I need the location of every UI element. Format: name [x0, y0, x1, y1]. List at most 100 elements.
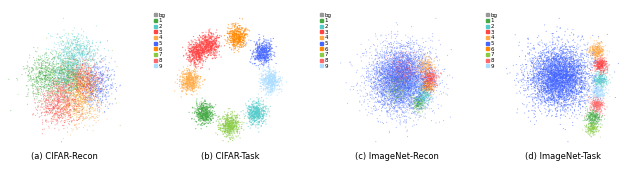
Point [401, 89, 411, 92]
Point [598, 61, 608, 64]
Point [550, 54, 561, 57]
Point [585, 116, 595, 119]
Point [564, 98, 574, 101]
Point [596, 80, 607, 82]
Point [380, 66, 390, 69]
Point [224, 123, 234, 126]
Point [385, 60, 395, 63]
Point [70, 61, 80, 64]
Point [568, 82, 578, 85]
Point [414, 104, 424, 107]
Point [394, 69, 404, 71]
Point [559, 109, 569, 112]
Point [89, 48, 99, 51]
Point [599, 70, 609, 73]
Point [31, 108, 42, 111]
Point [264, 67, 274, 70]
Point [182, 67, 192, 70]
Point [381, 90, 392, 93]
Point [387, 90, 397, 93]
Point [417, 82, 428, 85]
Point [396, 84, 406, 87]
Point [42, 54, 52, 57]
Point [95, 67, 106, 69]
Point [40, 104, 51, 106]
Point [193, 50, 203, 53]
Point [408, 58, 419, 61]
Point [265, 79, 275, 82]
Point [387, 74, 397, 77]
Point [543, 76, 554, 79]
Point [590, 109, 600, 112]
Point [539, 100, 549, 103]
Point [55, 95, 65, 98]
Point [396, 45, 406, 47]
Point [423, 89, 433, 92]
Point [544, 104, 554, 107]
Point [525, 79, 536, 82]
Point [579, 72, 589, 74]
Point [44, 64, 54, 67]
Point [266, 48, 276, 51]
Point [68, 92, 78, 94]
Point [259, 57, 269, 59]
Point [66, 100, 76, 102]
Point [534, 62, 544, 65]
Point [401, 81, 411, 84]
Point [591, 59, 601, 62]
Point [568, 71, 578, 74]
Point [401, 118, 412, 121]
Point [417, 76, 428, 78]
Point [68, 104, 79, 107]
Point [418, 92, 428, 95]
Point [572, 79, 582, 81]
Point [61, 65, 71, 68]
Point [64, 71, 74, 74]
Point [589, 105, 600, 108]
Point [241, 33, 251, 35]
Point [232, 41, 243, 44]
Point [388, 92, 398, 95]
Point [582, 113, 592, 116]
Point [230, 122, 241, 124]
Point [49, 108, 60, 110]
Point [564, 50, 575, 53]
Point [80, 112, 90, 114]
Point [420, 78, 430, 81]
Point [43, 70, 53, 73]
Point [396, 66, 406, 69]
Point [557, 91, 568, 94]
Point [597, 92, 607, 94]
Point [97, 96, 108, 98]
Point [386, 94, 396, 97]
Point [385, 73, 395, 76]
Point [391, 78, 401, 81]
Point [593, 120, 604, 123]
Point [72, 70, 83, 73]
Point [222, 119, 232, 122]
Point [430, 80, 440, 83]
Point [81, 68, 92, 70]
Point [387, 79, 397, 82]
Point [57, 72, 67, 75]
Point [562, 69, 572, 72]
Point [401, 75, 412, 78]
Point [427, 58, 437, 61]
Point [371, 70, 381, 72]
Point [409, 61, 419, 64]
Point [559, 97, 569, 100]
Point [391, 78, 401, 81]
Point [549, 74, 559, 77]
Point [593, 98, 604, 101]
Point [68, 128, 79, 131]
Point [72, 74, 82, 76]
Point [75, 96, 85, 99]
Point [398, 72, 408, 74]
Point [90, 82, 100, 85]
Point [591, 102, 602, 105]
Point [561, 65, 572, 68]
Point [383, 73, 393, 76]
Point [531, 80, 541, 83]
Point [204, 42, 214, 45]
Point [371, 49, 381, 52]
